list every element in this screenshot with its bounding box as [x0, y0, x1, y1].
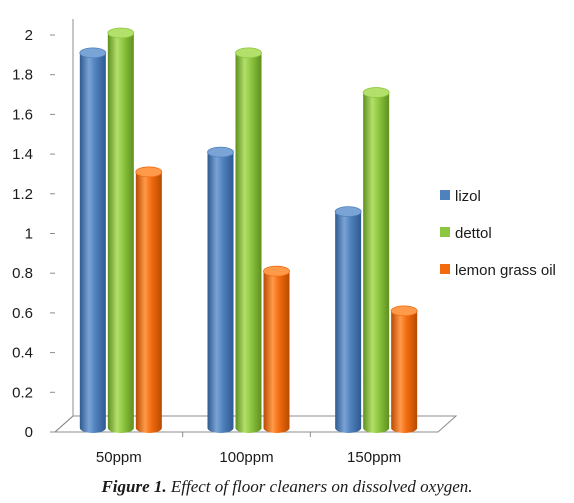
y-tick-label: 2 [25, 27, 33, 44]
axes [53, 19, 458, 437]
figure-caption: Figure 1. Effect of floor cleaners on di… [0, 477, 574, 497]
y-tick-label: 1.8 [12, 67, 33, 84]
y-tick-label: 0.8 [12, 265, 33, 282]
bar [334, 206, 362, 433]
legend-swatch [440, 190, 450, 200]
bar [79, 47, 107, 433]
bar [263, 265, 290, 433]
x-tick-label: 100ppm [219, 449, 273, 466]
bar [135, 166, 163, 433]
y-axis-ticks: 0 0.2 0.4 0.6 0.8 1 1.2 1.4 1.6 1.8 2 [12, 27, 55, 441]
legend: lizol dettol lemon grass oil [440, 188, 556, 279]
y-tick-label: 0 [25, 424, 33, 441]
y-tick-label: 0.6 [12, 305, 33, 322]
y-tick-label: 1.2 [12, 186, 33, 203]
figure-caption-text: Effect of floor cleaners on dissolved ox… [170, 477, 473, 496]
x-tick-label: 50ppm [96, 449, 142, 466]
legend-swatch [440, 264, 450, 274]
y-tick-label: 0.2 [12, 384, 33, 401]
bar [390, 305, 418, 433]
x-tick-label: 150ppm [347, 449, 401, 466]
y-axis-line [54, 19, 74, 433]
legend-label: lemon grass oil [455, 262, 556, 279]
legend-label: lizol [455, 188, 481, 205]
y-tick-label: 1 [25, 226, 33, 243]
y-tick-label: 0.4 [12, 345, 33, 362]
bars [79, 27, 418, 434]
x-axis-labels: 50ppm 100ppm 150ppm [96, 449, 401, 466]
bar [235, 47, 262, 433]
bar [362, 87, 390, 434]
legend-swatch [440, 227, 450, 237]
figure-caption-label: Figure 1. [101, 477, 167, 496]
bar [107, 27, 135, 433]
bar [207, 146, 234, 433]
legend-label: dettol [455, 225, 492, 242]
y-tick-label: 1.6 [12, 106, 33, 123]
chart: 0 0.2 0.4 0.6 0.8 1 1.2 1.4 1.6 1.8 2 50ppm 100ppm 1… [12, 19, 556, 466]
y-tick-label: 1.4 [12, 146, 33, 163]
